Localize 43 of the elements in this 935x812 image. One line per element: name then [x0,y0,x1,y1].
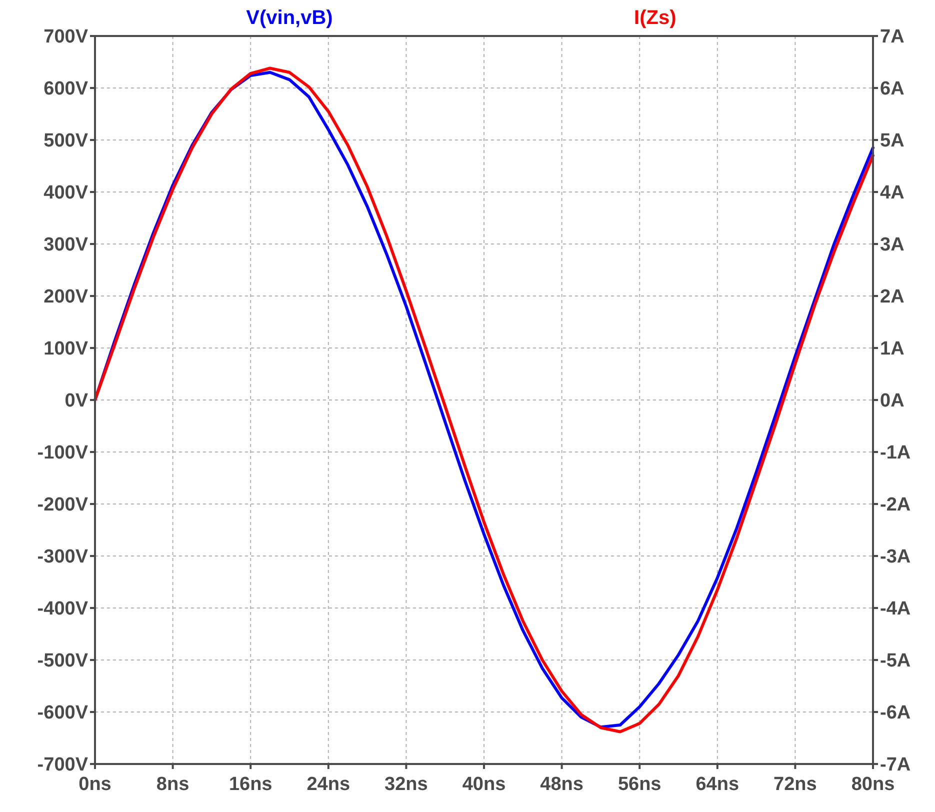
y-tick-label: -200V [37,494,88,516]
y2-tick-label: -3A [880,546,911,568]
y2-tick-label: 7A [880,26,905,48]
y2-tick-label: 5A [880,130,905,152]
x-tick-label: 40ns [462,774,506,795]
y2-tick-label: -7A [880,754,911,776]
x-tick-label: 0ns [78,774,112,795]
y2-tick-label: 3A [880,234,905,256]
x-tick-label: 32ns [384,774,428,795]
y-tick-label: 0V [64,390,88,412]
x-tick-label: 48ns [540,774,584,795]
y-tick-label: 100V [44,338,88,360]
text: I(Zs) [634,7,676,29]
y2-tick-label: -4A [880,598,911,620]
x-tick-label: 72ns [774,774,817,795]
x-tick-label: 80ns [851,774,895,795]
y-tick-label: 600V [44,78,88,100]
y-tick-label: -700V [37,754,88,776]
y2-tick-label: 6A [880,78,905,100]
x-tick-label: 16ns [228,774,272,795]
y-tick-label: 700V [44,26,88,48]
text: V(vin,vB) [246,7,333,29]
x-tick-label: 56ns [618,774,662,795]
y-tick-label: -600V [37,702,88,724]
x-tick-label: 24ns [306,774,350,795]
y-tick-label: 500V [44,130,88,152]
y2-tick-label: 1A [880,338,905,360]
y2-tick-label: 2A [880,286,905,308]
y-tick-label: -500V [37,650,88,672]
y-tick-label: 200V [44,286,88,308]
y-tick-label: -100V [37,442,88,464]
y-tick-label: 400V [44,182,88,204]
y-tick-label: 300V [44,234,88,256]
y2-tick-label: 0A [880,390,905,412]
y-tick-label: -300V [37,546,88,568]
y2-tick-label: 4A [880,182,905,204]
x-tick-label: 64ns [696,774,740,795]
y2-tick-label: -1A [880,442,911,464]
y2-tick-label: -6A [880,702,911,724]
y2-tick-label: -5A [880,650,911,672]
x-tick-label: 8ns [156,774,190,795]
y2-tick-label: -2A [880,494,911,516]
y-tick-label: -400V [37,598,88,620]
